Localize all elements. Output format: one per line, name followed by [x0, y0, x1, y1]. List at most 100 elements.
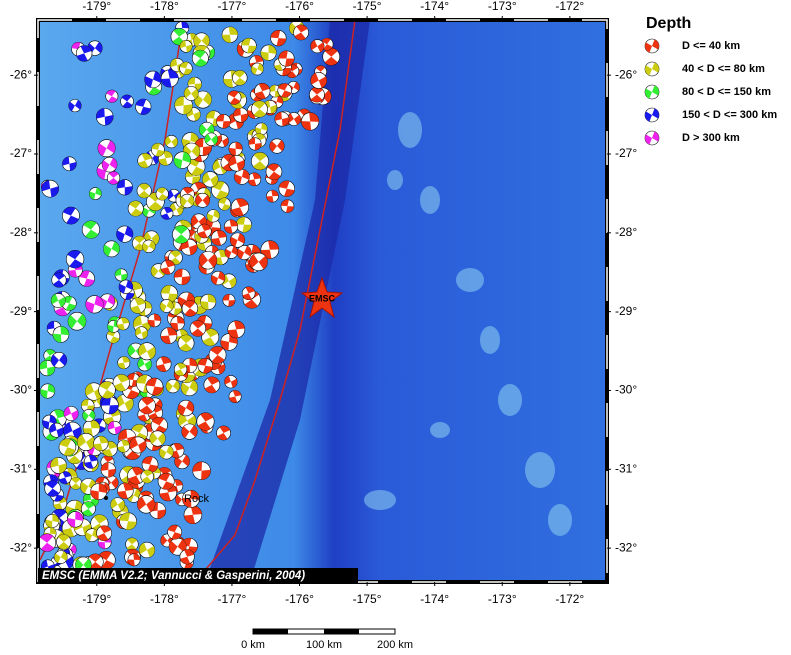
beachball-fill: [41, 180, 59, 198]
beachball-fill: [248, 137, 262, 151]
y-tick-label: -28°: [10, 225, 32, 239]
beachball-fill: [85, 529, 99, 542]
beachball-fill: [126, 488, 141, 502]
beachball-fill: [54, 551, 68, 563]
legend-label: 40 < D <= 80 km: [682, 63, 765, 75]
beachball-fill: [138, 343, 156, 360]
beachball-fill: [178, 292, 195, 309]
beachball-fill: [101, 396, 119, 414]
beachball-fill: [129, 200, 143, 217]
beachball-fill: [137, 496, 156, 513]
beachball-fill: [160, 260, 175, 275]
credit: EMSC (EMMA V2.2; Vannucci & Gasperini, 2…: [42, 570, 305, 582]
beachball-fill: [212, 181, 229, 200]
beachball-fill: [148, 405, 163, 421]
beachball-fill: [237, 246, 252, 260]
x-tick-label: -178°: [150, 0, 179, 13]
beachball-fill: [135, 326, 148, 339]
beachball-fill: [281, 199, 294, 213]
beachball-fill: [192, 461, 211, 480]
scale-label: 200 km: [377, 639, 413, 650]
beachball-fill: [151, 417, 167, 434]
beachball-fill: [40, 383, 55, 399]
beachball-fill: [212, 159, 228, 175]
beachball-fill: [59, 471, 72, 484]
beachball-fill: [180, 40, 193, 53]
beachball-fill: [174, 225, 188, 244]
beachball-fill: [53, 272, 65, 288]
beachball-fill: [269, 140, 285, 152]
beachball-fill: [310, 40, 325, 53]
beachball-fill: [63, 406, 79, 421]
beachball-fill: [204, 133, 218, 145]
beachball-fill: [172, 28, 186, 45]
beachball-fill: [269, 85, 282, 98]
place-label: Rock: [184, 493, 210, 505]
beachball-fill: [67, 250, 83, 269]
beachball-fill: [52, 326, 69, 343]
beachball-fill: [117, 356, 130, 369]
beachball-fill: [146, 378, 163, 395]
beachball-fill: [221, 26, 238, 43]
beachball-fill: [62, 296, 76, 311]
beachball-fill: [97, 140, 116, 157]
beachball-fill: [210, 346, 225, 364]
beachball-fill: [180, 549, 195, 564]
beachball-fill: [102, 158, 117, 172]
beachball-fill: [119, 280, 133, 294]
beachball-fill: [230, 233, 245, 248]
beachball-fill: [46, 480, 60, 497]
beachball-fill: [216, 114, 231, 129]
beachball-fill: [45, 514, 59, 528]
beachball-fill: [121, 94, 133, 108]
beachball-fill: [187, 77, 202, 91]
beachball-fill: [228, 142, 243, 156]
beachball-fill: [199, 123, 215, 136]
beachball-fill: [249, 254, 268, 270]
beachball-fill: [181, 239, 198, 256]
beachball-fill: [207, 209, 220, 222]
beachball-fill: [138, 183, 150, 198]
beachball-fill: [106, 90, 118, 103]
beachball-fill: [68, 313, 86, 329]
scale-label: 100 km: [306, 639, 342, 650]
beachball-fill: [194, 92, 212, 107]
beachball-fill: [50, 457, 67, 474]
beachball-fill: [71, 477, 81, 490]
beachball-fill: [263, 100, 277, 114]
beachball-fill: [107, 329, 120, 344]
beachball-fill: [115, 395, 134, 412]
beachball-fill: [159, 445, 174, 459]
beachball-fill: [138, 153, 152, 168]
beachball-fill: [128, 467, 145, 485]
beachball-fill: [224, 246, 238, 259]
beachball-fill: [178, 400, 194, 416]
beachball-fill: [101, 462, 116, 478]
beachball-fill: [279, 180, 295, 197]
beachball-fill: [89, 553, 102, 570]
scale-bar: [252, 628, 396, 635]
beachball-fill: [221, 274, 237, 288]
beachball-fill: [227, 113, 244, 129]
beachball-fill: [108, 171, 119, 185]
seamounts: [364, 112, 572, 536]
beachball-fill: [110, 498, 125, 511]
beachball-fill: [156, 356, 171, 372]
beachball-fill: [39, 360, 55, 376]
beachball-fill: [107, 421, 122, 435]
y-tick-label: -32°: [10, 540, 32, 554]
beachball-fill: [218, 197, 231, 211]
beachball-fill: [137, 357, 152, 371]
beachball-fill: [169, 250, 182, 265]
beachball-fill: [142, 456, 158, 473]
beachball-fill: [161, 69, 179, 88]
legend-label: 80 < D <= 150 km: [682, 86, 771, 98]
beachball-fill: [117, 179, 133, 196]
beachball-fill: [645, 39, 660, 53]
beachball-fill: [96, 108, 114, 126]
y-tick-label: -32°: [615, 540, 637, 554]
beachball-fill: [139, 397, 154, 414]
x-tick-label: -172°: [555, 592, 584, 606]
beachball-fill: [247, 172, 261, 186]
